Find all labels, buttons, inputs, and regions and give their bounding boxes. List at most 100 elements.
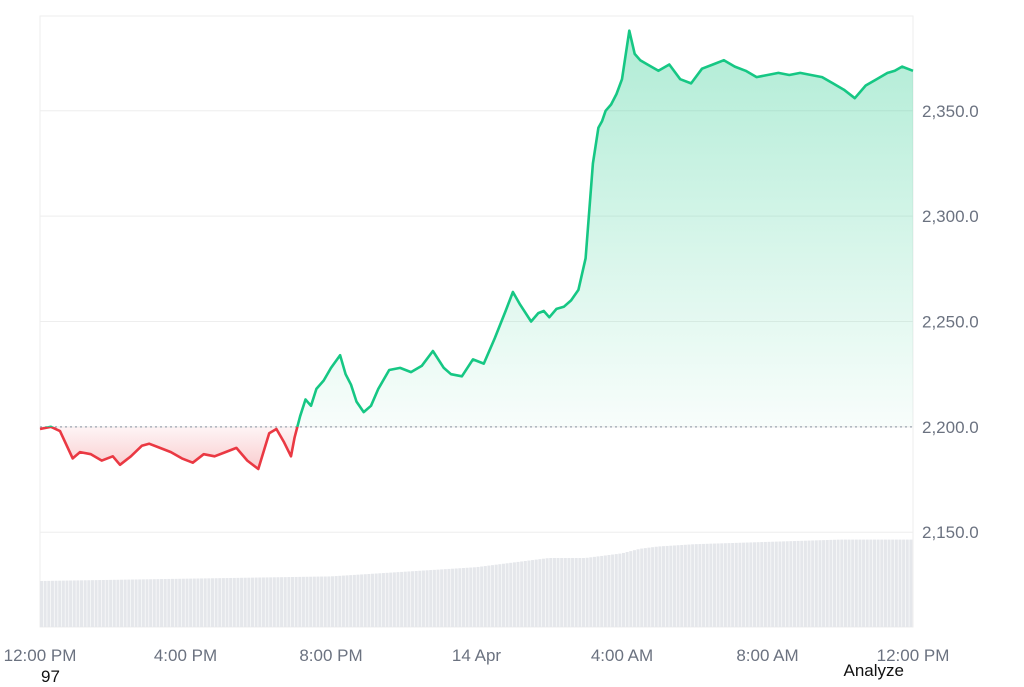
volume-bar [414,570,418,627]
volume-bar [283,577,287,627]
volume-bar [225,578,229,627]
volume-bar [760,542,764,627]
volume-bar [749,542,753,627]
volume-bar [792,541,796,627]
volume-bar [767,541,771,627]
volume-bar [465,567,469,627]
volume-bar [683,544,687,627]
volume-bar [141,579,145,627]
volume-bar [647,547,651,627]
volume-bar [327,576,331,627]
volume-bar [334,576,338,627]
y-tick-label: 2,250.0 [922,313,979,332]
volume-bar [731,542,735,627]
y-tick-label: 2,150.0 [922,523,979,542]
volume-bar [90,580,94,627]
volume-bar [541,558,546,627]
volume-bar [109,579,113,627]
volume-bar [287,577,291,627]
volume-bar [705,543,709,627]
volume-bar [756,542,760,627]
volume-bar [581,558,586,627]
volume-bar [520,561,524,627]
volume-bar [796,540,800,627]
volume-bar [250,577,255,627]
volume-bar [360,574,364,627]
x-tick-label: 12:00 PM [877,646,950,665]
volume-bar [210,578,214,627]
price-line [39,29,914,471]
volume-bar [236,577,240,627]
volume-bar [43,580,47,627]
volume-bar [229,577,233,627]
volume-bar [381,573,385,627]
x-tick-label: 8:00 AM [736,646,798,665]
volume-bar [687,544,691,627]
volume-bar [909,539,913,627]
volume-bar [643,548,647,627]
volume-bar [425,570,429,627]
volume-bar [160,579,164,627]
volume-bar [723,543,727,627]
volume-bar [378,573,382,627]
volume-bar [785,541,789,627]
volume-bar [632,550,636,627]
volume-bar [105,579,109,627]
volume-bar [789,541,793,627]
volume-bar [538,559,542,627]
volume-bar [458,568,462,627]
volume-bar [523,560,527,627]
volume-bar [578,558,582,627]
volume-bar [563,558,567,627]
volume-bar [556,558,560,627]
volume-bar [69,580,73,627]
volume-bar [40,580,44,627]
volume-bar [869,539,873,627]
volume-bar [854,539,858,627]
volume-bar [170,578,174,627]
volume-bar [298,576,302,627]
volume-bar [145,579,149,627]
y-tick-label: 2,300.0 [922,207,979,226]
volume-bar [280,577,284,627]
volume-bar [138,579,142,627]
volume-bar [54,580,58,627]
volume-bar [218,578,222,627]
volume-bar [345,575,349,627]
volume-bar [825,540,829,627]
area-fill [40,30,913,469]
volume-bar [567,558,571,627]
volume-bar [734,542,738,627]
volume-bar [858,539,862,627]
volume-bar [887,539,891,627]
volume-bar [290,577,295,627]
volume-bar [865,539,869,627]
volume-bar [902,539,906,627]
volume-bar [880,539,884,627]
volume-bar [447,568,451,627]
volume-bar [702,543,706,627]
volume-bar [698,544,702,627]
volume-bar [483,566,487,627]
volume-bar [665,545,669,627]
volume-bar [65,580,69,627]
volume-bar [822,540,826,627]
volume-bar [421,570,425,627]
volume-bar [367,573,371,627]
volume-bar [629,551,633,627]
analyze-label[interactable]: Analyze [843,661,904,680]
volume-bar [800,540,804,627]
volume-bar [847,539,851,627]
volume-bar [509,562,513,627]
volume-bar [400,571,404,627]
volume-bar [338,575,342,627]
volume-bar [600,555,604,627]
volume-bar [181,578,185,627]
volume-bar [843,539,847,627]
volume-bar [269,577,273,627]
volume-bar [50,580,54,627]
volume-bar [265,577,269,627]
volume-bar [451,568,455,627]
volume-bar [545,558,549,627]
volume-bar [363,574,367,627]
